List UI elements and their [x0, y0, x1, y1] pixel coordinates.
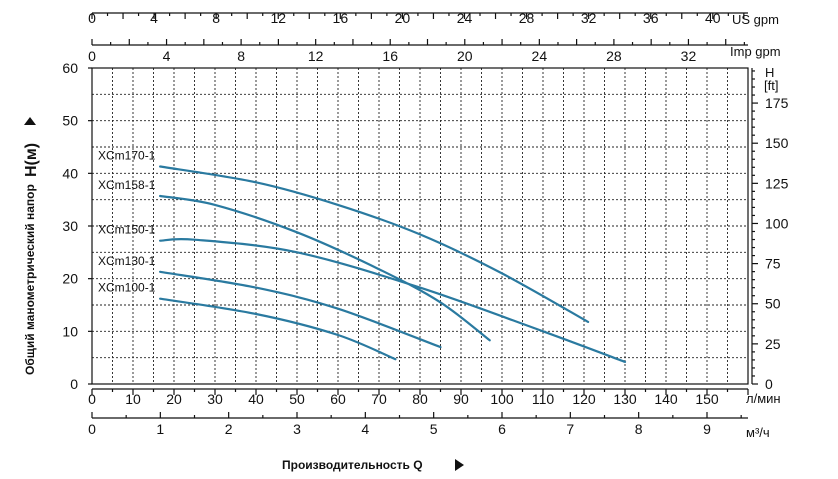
ft-tick-label: 100 — [765, 215, 789, 231]
m3h-unit: м³/ч — [746, 425, 770, 440]
lmin-tick-label: 120 — [572, 391, 596, 407]
us-gpm-tick-label: 16 — [333, 10, 349, 26]
y-left-tick-label: 10 — [62, 323, 78, 339]
lmin-tick-label: 80 — [412, 391, 428, 407]
ft-tick-label: 175 — [765, 95, 789, 111]
ft-axis-unit: [ft] — [764, 78, 778, 93]
axes: 0 4 8 12 16 20 24 28 32 36 400 4 8 12 16 20 24 28 32010203… — [62, 10, 788, 437]
series-label-xcm130-1: XCm130-1 — [98, 254, 156, 268]
series-curve-xcm100-1 — [159, 297, 397, 361]
series-label-xcm150-1: XCm150-1 — [98, 223, 156, 237]
series-curve-xcm158-1 — [159, 194, 491, 342]
m3h-tick-label: 8 — [635, 421, 643, 437]
lmin-tick-label: 110 — [532, 391, 555, 407]
lmin-tick-label: 20 — [166, 391, 182, 407]
imp-gpm-unit: Imp gpm — [730, 44, 781, 59]
us-gpm-tick-label: 40 — [705, 10, 721, 26]
m3h-tick-label: 1 — [156, 421, 164, 437]
lmin-tick-label: 130 — [613, 391, 637, 407]
imp-gpm-tick-label: 0 — [88, 48, 96, 64]
ft-axis-title: H — [765, 65, 774, 80]
y-axis-arrow — [24, 117, 36, 125]
ft-tick-label: 50 — [765, 296, 781, 312]
m3h-tick-label: 6 — [498, 421, 506, 437]
lmin-tick-label: 90 — [453, 391, 469, 407]
us-gpm-tick-label: 28 — [519, 10, 535, 26]
ft-tick-label: 0 — [765, 376, 773, 392]
lmin-tick-label: 70 — [371, 391, 387, 407]
series-labels: XCm170-1 XCm158-1 XCm150-1 XCm130-1 XCm100-1 — [98, 148, 156, 294]
lmin-tick-label: 30 — [207, 391, 223, 407]
imp-gpm-tick-label: 20 — [457, 48, 473, 64]
imp-gpm-tick-label: 24 — [532, 48, 548, 64]
series-curve-xcm150-1 — [159, 237, 627, 363]
us-gpm-tick-label: 24 — [457, 10, 473, 26]
series-curves — [159, 165, 627, 363]
us-gpm-tick-label: 32 — [581, 10, 597, 26]
series-curve-xcm130-1 — [159, 270, 442, 349]
y-left-tick-label: 0 — [70, 376, 78, 392]
m3h-tick-label: 0 — [88, 421, 96, 437]
m3h-tick-label: 2 — [225, 421, 233, 437]
y-left-tick-label: 50 — [62, 113, 78, 129]
us-gpm-tick-label: 0 — [88, 10, 96, 26]
y-axis-title: Общий манометрический напор — [23, 184, 37, 375]
lmin-tick-label: 40 — [248, 391, 264, 407]
series-label-xcm100-1: XCm100-1 — [98, 281, 156, 295]
lmin-tick-label: 0 — [88, 391, 96, 407]
ft-tick-label: 150 — [765, 135, 789, 151]
us-gpm-tick-label: 20 — [395, 10, 411, 26]
imp-gpm-tick-label: 28 — [606, 48, 622, 64]
imp-gpm-tick-label: 16 — [382, 48, 398, 64]
lmin-tick-label: 50 — [289, 391, 305, 407]
x-axis-arrow — [455, 459, 464, 471]
us-gpm-tick-label: 4 — [150, 10, 158, 26]
ft-tick-label: 75 — [765, 256, 781, 272]
series-label-xcm170-1: XCm170-1 — [98, 148, 156, 162]
lmin-tick-label: 150 — [695, 391, 719, 407]
ft-tick-label: 125 — [765, 175, 789, 191]
series-label-xcm158-1: XCm158-1 — [98, 178, 156, 192]
m3h-tick-label: 3 — [293, 421, 301, 437]
lmin-tick-label: 100 — [490, 391, 514, 407]
series-curve-xcm170-1 — [159, 165, 590, 323]
us-gpm-unit: US gpm — [732, 12, 779, 27]
y-left-tick-label: 20 — [62, 271, 78, 287]
imp-gpm-tick-label: 4 — [163, 48, 171, 64]
y-axis-title-group: Общий манометрический напор H(м) — [23, 117, 40, 375]
lmin-tick-label: 140 — [654, 391, 678, 407]
lmin-unit: л/мин — [746, 391, 781, 406]
y-left-tick-label: 40 — [62, 165, 78, 181]
m3h-tick-label: 9 — [703, 421, 711, 437]
grid — [92, 68, 748, 384]
imp-gpm-tick-label: 32 — [681, 48, 697, 64]
m3h-tick-label: 4 — [361, 421, 369, 437]
y-left-tick-label: 60 — [62, 60, 78, 76]
y-axis-symbol: H(м) — [23, 143, 40, 177]
imp-gpm-tick-label: 12 — [308, 48, 324, 64]
us-gpm-tick-label: 36 — [643, 10, 659, 26]
us-gpm-tick-label: 8 — [212, 10, 220, 26]
y-left-tick-label: 30 — [62, 218, 78, 234]
lmin-tick-label: 60 — [330, 391, 346, 407]
x-axis-title: Производительность Q — [282, 458, 423, 472]
ft-tick-label: 25 — [765, 336, 781, 352]
us-gpm-tick-label: 12 — [270, 10, 286, 26]
m3h-tick-label: 5 — [430, 421, 438, 437]
m3h-tick-label: 7 — [566, 421, 574, 437]
lmin-tick-label: 10 — [125, 391, 141, 407]
imp-gpm-tick-label: 8 — [237, 48, 245, 64]
